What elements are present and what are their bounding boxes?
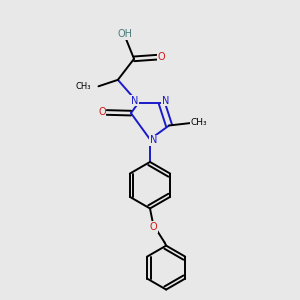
Text: O: O xyxy=(149,222,157,232)
Text: CH₃: CH₃ xyxy=(190,118,207,127)
Text: OH: OH xyxy=(117,29,132,39)
Text: N: N xyxy=(149,135,157,145)
Text: O: O xyxy=(158,52,165,62)
Text: N: N xyxy=(131,95,138,106)
Text: O: O xyxy=(98,107,106,118)
Text: N: N xyxy=(162,95,169,106)
Text: CH₃: CH₃ xyxy=(76,82,92,91)
